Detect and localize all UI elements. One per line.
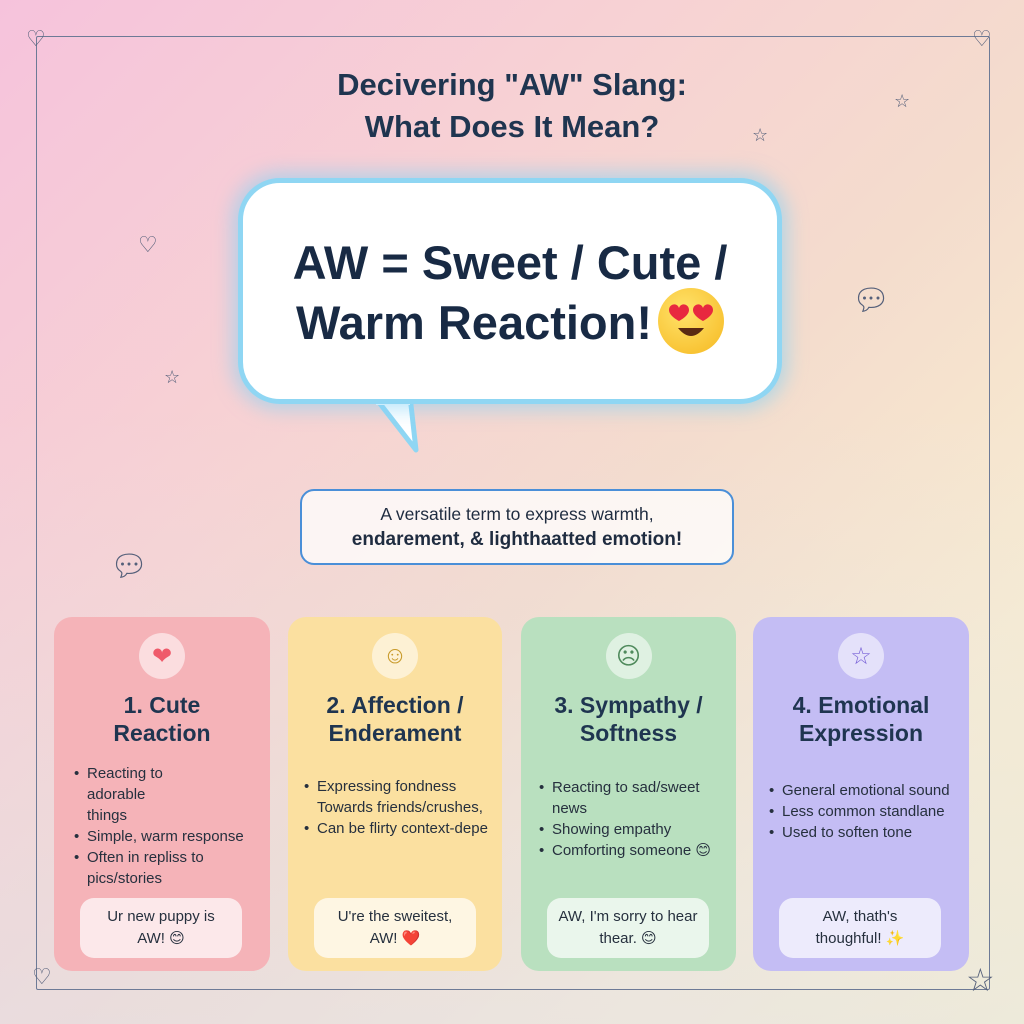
bullet-item: Reacting to adorable things bbox=[74, 763, 174, 826]
card-heading: 2. Affection / Enderament bbox=[326, 692, 464, 746]
smile-icon: ☺ bbox=[372, 633, 418, 679]
speech-bubble-tail bbox=[372, 396, 419, 453]
page-title: Decivering "AW" Slang: What Does It Mean… bbox=[0, 64, 1024, 148]
definition-line-2: Warm Reaction! bbox=[295, 296, 653, 349]
bullet-item: Can be flirty context-depe bbox=[304, 818, 502, 839]
chat-bubble-icon: 💬︎ bbox=[110, 550, 149, 583]
heart-eyes-emoji-icon bbox=[658, 287, 725, 354]
heart-outline-icon: ♡ bbox=[138, 232, 158, 257]
card-bullets: General emotional sound Less common stan… bbox=[769, 780, 963, 843]
star-outline-icon: ☆ bbox=[966, 962, 995, 998]
bullet-item: Simple, warm response bbox=[74, 826, 264, 847]
sad-face-icon: ☹ bbox=[605, 633, 652, 679]
card-affection: ☺ 2. Affection /Enderament Expressing fo… bbox=[288, 617, 502, 971]
card-bullets: Reacting to adorable things Simple, warm… bbox=[74, 763, 264, 889]
frame-border bbox=[36, 36, 990, 990]
card-heading: 3. Sympathy / Softness bbox=[554, 692, 703, 746]
bullet-item: Comforting someone 😊 bbox=[539, 840, 730, 861]
card-heading: 4. Emotional Expression bbox=[792, 692, 930, 746]
bullet-item: Often in repliss to pics/stories bbox=[74, 847, 224, 889]
example-message: Ur new puppy is AW! 😊 bbox=[80, 898, 242, 958]
bullet-item: Showing empathy bbox=[539, 819, 730, 840]
definition-line-1: AW = Sweet / Cute / bbox=[292, 236, 728, 289]
heart-outline-icon: ♡ bbox=[32, 964, 52, 989]
star-outline-icon: ☆ bbox=[752, 125, 769, 145]
example-message: U're the sweitest, AW! ❤️ bbox=[314, 898, 476, 958]
definition-speech-bubble: AW = Sweet / Cute / Warm Reaction! bbox=[238, 178, 782, 404]
chat-bubble-icon: 💬︎ bbox=[852, 284, 891, 317]
example-message: AW, thath's thoughful! ✨ bbox=[779, 898, 941, 958]
subtitle-box: A versatile term to express warmth, enda… bbox=[300, 489, 734, 565]
bullet-item: Reacting to sad/sweet news bbox=[539, 777, 719, 819]
card-bullets: Expressing fondness Towards friends/crus… bbox=[304, 776, 502, 839]
subtitle-line-2: endarement, & lighthaatted emotion! bbox=[351, 529, 683, 550]
card-sympathy: ☹ 3. Sympathy /Softness Reacting to sad/… bbox=[521, 617, 736, 971]
card-bullets: Reacting to sad/sweet news Showing empat… bbox=[539, 777, 730, 861]
star-outline-icon: ☆ bbox=[894, 91, 911, 111]
heart-outline-icon: ♡ bbox=[972, 26, 992, 51]
title-line-1: Decivering "AW" Slang: bbox=[337, 67, 687, 102]
bullet-item: Expressing fondness Towards friends/crus… bbox=[304, 776, 484, 818]
bullet-item: Less common standlane bbox=[769, 801, 963, 822]
heart-icon: ❤ bbox=[139, 633, 185, 679]
star-outline-icon: ☆ bbox=[164, 367, 181, 387]
heart-outline-icon: ♡ bbox=[26, 26, 46, 51]
star-icon: ☆ bbox=[838, 633, 884, 679]
bullet-item: General emotional sound bbox=[769, 780, 963, 801]
bullet-item: Used to soften tone bbox=[769, 822, 963, 843]
title-line-2: What Does It Mean? bbox=[364, 109, 660, 144]
card-heading: 1. Cute Reaction bbox=[113, 692, 211, 746]
example-message: AW, I'm sorry to hear thear. 😊 bbox=[547, 898, 709, 958]
subtitle-line-1: A versatile term to express warmth, bbox=[380, 504, 654, 524]
